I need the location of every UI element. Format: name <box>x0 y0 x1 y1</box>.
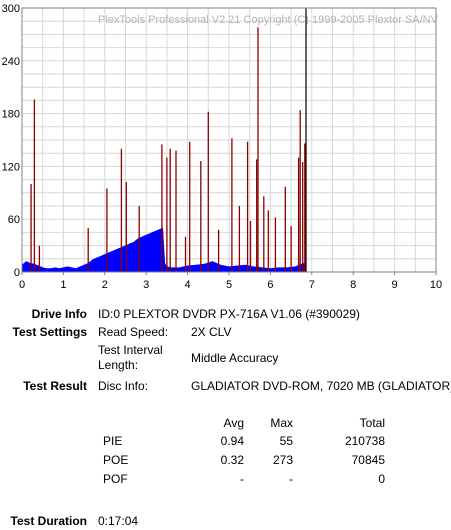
drive-info-value: ID:0 PLEXTOR DVDR PX-716A V1.06 (#390029… <box>98 307 360 321</box>
row-pie-total: 210738 <box>344 434 385 448</box>
x-tick-label: 6 <box>267 279 273 291</box>
x-tick-label: 10 <box>430 279 442 291</box>
y-tick-label: 0 <box>14 267 20 279</box>
interval-value: Middle Accuracy <box>191 351 279 365</box>
info-panel: Drive Info ID:0 PLEXTOR DVDR PX-716A V1.… <box>0 300 451 530</box>
x-tick-label: 1 <box>60 279 66 291</box>
x-tick-label: 7 <box>309 279 315 291</box>
chart-title: PlexTools Professional V2.21 Copyright (… <box>98 14 439 26</box>
chart-area: PlexTools Professional V2.21 Copyright (… <box>2 3 442 291</box>
row-poe-total: 70845 <box>351 453 385 467</box>
test-duration-label: Test Duration <box>10 514 87 528</box>
poe-series <box>30 27 306 272</box>
drive-info-label: Drive Info <box>31 307 87 321</box>
y-tick-label: 300 <box>2 3 20 15</box>
x-tick-label: 9 <box>392 279 398 291</box>
pie-area <box>21 227 307 273</box>
row-pie-max: 55 <box>279 434 293 448</box>
row-pie-name: PIE <box>103 434 123 448</box>
total-header: Total <box>359 416 385 430</box>
max-header: Max <box>270 416 293 430</box>
read-speed-value: 2X CLV <box>191 325 232 339</box>
avg-header: Avg <box>223 416 244 430</box>
x-tick-label: 3 <box>143 279 149 291</box>
chart-grid <box>21 7 437 273</box>
y-tick-label: 120 <box>2 161 20 173</box>
y-tick-label: 60 <box>8 214 20 226</box>
interval-label-1: Test Interval <box>98 343 163 357</box>
row-pof-max: - <box>289 472 293 486</box>
test-settings-label: Test Settings <box>12 325 87 339</box>
row-poe-name: POE <box>103 453 129 467</box>
chart-axes: 0 1 2 3 4 5 6 7 8 9 10 300 240 180 120 60 0 <box>2 3 442 291</box>
row-poe-avg: 0.32 <box>220 453 244 467</box>
disc-info-value: GLADIATOR DVD-ROM, 7020 MB (GLADIATOR) <box>191 379 451 393</box>
x-tick-label: 5 <box>226 279 232 291</box>
row-pof-name: POF <box>103 472 128 486</box>
x-tick-label: 2 <box>102 279 108 291</box>
row-poe-max: 273 <box>272 453 293 467</box>
interval-label-2: Length: <box>98 358 139 372</box>
y-tick-label: 240 <box>2 56 20 68</box>
x-tick-label: 0 <box>19 279 25 291</box>
row-pie-avg: 0.94 <box>220 434 244 448</box>
row-pof-total: 0 <box>378 472 385 486</box>
test-duration-value: 0:17:04 <box>98 514 139 528</box>
test-result-label: Test Result <box>23 379 87 393</box>
read-speed-label: Read Speed: <box>98 325 169 339</box>
disc-info-label: Disc Info: <box>98 379 149 393</box>
pie-series <box>21 227 307 273</box>
x-tick-label: 8 <box>350 279 356 291</box>
x-tick-label: 4 <box>185 279 191 291</box>
row-pof-avg: - <box>240 472 244 486</box>
chart-svg: PlexTools Professional V2.21 Copyright (… <box>2 3 442 291</box>
y-tick-label: 180 <box>2 109 20 121</box>
